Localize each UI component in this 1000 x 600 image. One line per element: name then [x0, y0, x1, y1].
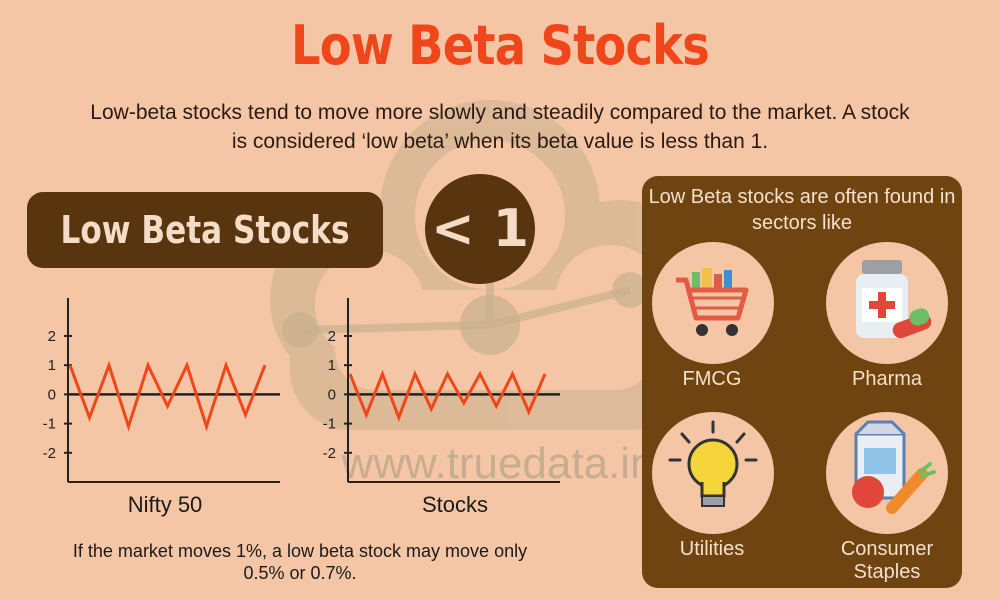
market-move-note: If the market moves 1%, a low beta stock… [72, 541, 528, 583]
series-line [348, 369, 547, 423]
y-tick-label: 1 [48, 357, 56, 374]
utilities-circle [652, 412, 774, 534]
stocks-chart: 2 1 0 -1 -2 [310, 290, 570, 490]
beta-threshold-circle: < 1 [425, 174, 535, 284]
nifty-chart: 2 1 0 -1 -2 [30, 290, 290, 490]
y-tick-label: 0 [328, 386, 336, 403]
nifty-chart-svg: 2 1 0 -1 -2 [43, 298, 280, 483]
stocks-chart-svg: 2 1 0 -1 -2 [323, 298, 560, 483]
series-line [68, 360, 267, 432]
y-tick-label: 2 [48, 328, 56, 345]
nifty-chart-label: Nifty 50 [127, 492, 203, 517]
y-tick-label: -2 [43, 445, 56, 462]
badge-label: Low Beta Stocks [60, 208, 350, 252]
sector-panel-title: Low Beta stocks are often found in secto… [648, 186, 956, 234]
y-tick-label: 0 [48, 386, 56, 403]
low-beta-badge: Low Beta Stocks [27, 192, 383, 268]
sector-label-fmcg: FMCG [682, 368, 742, 390]
sector-label-utilities: Utilities [679, 538, 745, 560]
stocks-chart-label: Stocks [421, 492, 489, 517]
milk-carton-fruit-icon [852, 420, 936, 514]
fmcg-circle [652, 242, 774, 364]
y-tick-label: 1 [328, 357, 336, 374]
sector-panel: Low Beta stocks are often found in secto… [642, 176, 962, 588]
sector-label-consumer-staples: Consumer Staples [840, 538, 934, 583]
pharma-circle [826, 242, 948, 364]
y-tick-label: -1 [323, 416, 336, 433]
page-subtitle: Low-beta stocks tend to move more slowly… [90, 101, 910, 153]
page-title: Low Beta Stocks [291, 14, 710, 77]
watermark-text: www.truedata.in [340, 439, 654, 488]
shopping-cart-icon [676, 268, 749, 336]
y-tick-label: -2 [323, 445, 336, 462]
medicine-bottle-icon [856, 260, 932, 339]
y-tick-label: 2 [328, 328, 336, 345]
y-tick-label: -1 [43, 416, 56, 433]
consumer-staples-circle [826, 412, 948, 534]
light-bulb-icon [668, 420, 758, 507]
sector-label-pharma: Pharma [851, 368, 923, 390]
